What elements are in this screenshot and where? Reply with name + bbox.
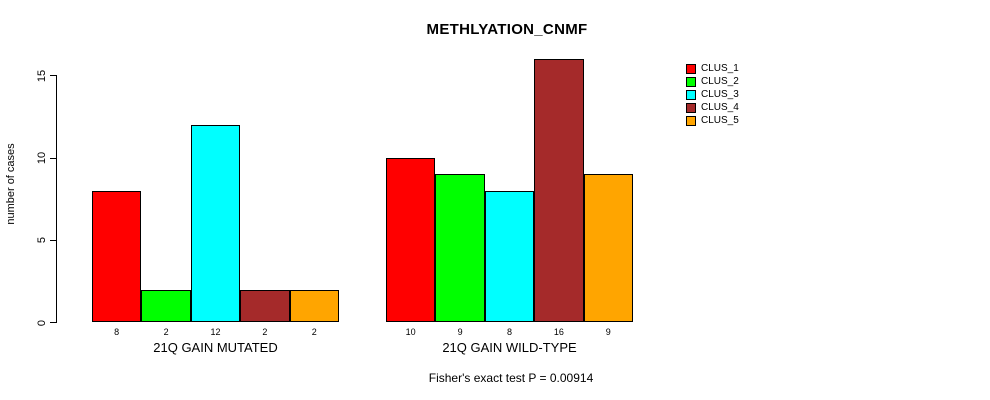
bar-clus_5-group1 bbox=[289, 289, 339, 323]
category-label: 21Q GAIN WILD-TYPE bbox=[442, 340, 577, 355]
bar-value-label: 2 bbox=[311, 327, 317, 337]
bar-value-label: 2 bbox=[163, 327, 169, 337]
bar-clus_2-group2 bbox=[435, 174, 485, 323]
y-tick-label: 0 bbox=[36, 319, 48, 326]
legend-label: CLUS_5 bbox=[701, 115, 739, 126]
y-tick-label: 5 bbox=[36, 237, 48, 244]
legend-swatch bbox=[686, 77, 696, 87]
legend-swatch bbox=[686, 90, 696, 100]
bar-clus_2-group1 bbox=[141, 289, 191, 323]
legend-item: CLUS_5 bbox=[686, 116, 739, 126]
bar-clus_4-group1 bbox=[240, 289, 290, 323]
bar-clus_5-group2 bbox=[583, 174, 633, 323]
y-tick-label: 10 bbox=[36, 151, 48, 165]
bar-clus_1-group2 bbox=[386, 158, 436, 323]
category-label: 21Q GAIN MUTATED bbox=[153, 340, 278, 355]
legend-item: CLUS_3 bbox=[686, 90, 739, 100]
bar-value-label: 12 bbox=[210, 327, 221, 337]
bar-clus_3-group2 bbox=[484, 190, 535, 323]
legend-item: CLUS_2 bbox=[686, 77, 739, 87]
bar-value-label: 16 bbox=[553, 327, 564, 337]
legend-item: CLUS_4 bbox=[686, 103, 739, 113]
bar-clus_4-group2 bbox=[534, 59, 584, 323]
bar-value-label: 2 bbox=[262, 327, 268, 337]
bar-value-label: 10 bbox=[405, 327, 416, 337]
bar-value-label: 9 bbox=[457, 327, 463, 337]
y-axis-line bbox=[56, 75, 57, 323]
y-axis-label: number of cases bbox=[5, 143, 17, 225]
chart-title: METHLYATION_CNMF bbox=[426, 21, 588, 38]
legend-swatch bbox=[686, 103, 696, 113]
bar-value-label: 9 bbox=[605, 327, 611, 337]
y-axis-tick bbox=[50, 157, 57, 159]
legend-label: CLUS_1 bbox=[701, 63, 739, 74]
y-tick-label: 15 bbox=[36, 69, 48, 82]
legend-label: CLUS_2 bbox=[701, 76, 739, 87]
legend-swatch bbox=[686, 116, 696, 126]
legend-label: CLUS_3 bbox=[701, 89, 739, 100]
bar-clus_3-group1 bbox=[190, 125, 241, 323]
legend-label: CLUS_4 bbox=[701, 102, 739, 113]
y-axis-tick bbox=[50, 322, 57, 323]
legend-item: CLUS_1 bbox=[686, 64, 739, 74]
bar-value-label: 8 bbox=[114, 327, 120, 337]
legend: CLUS_1 CLUS_2 CLUS_3 CLUS_4 CLUS_5 bbox=[686, 64, 739, 126]
fisher-test-annotation: Fisher's exact test P = 0.00914 bbox=[428, 371, 594, 385]
legend-swatch bbox=[686, 64, 696, 74]
y-axis-tick bbox=[50, 239, 57, 241]
bar-value-label: 8 bbox=[506, 327, 513, 337]
y-axis-tick bbox=[50, 75, 57, 77]
bar-clus_1-group1 bbox=[92, 190, 142, 323]
